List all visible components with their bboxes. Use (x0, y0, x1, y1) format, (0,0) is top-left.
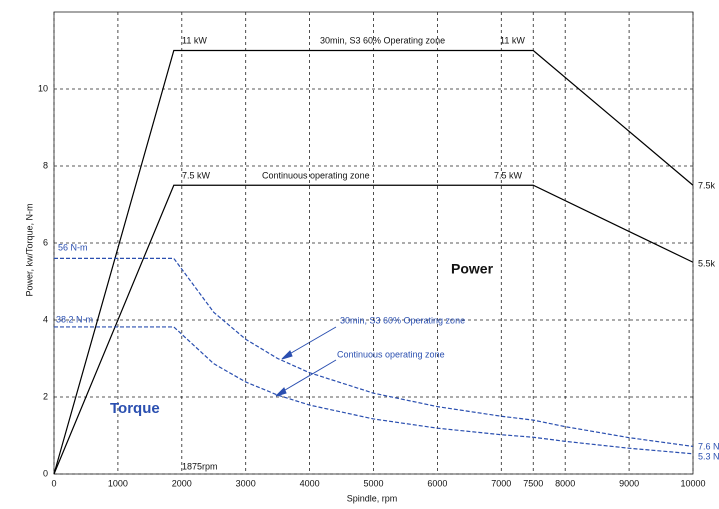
x-tick-label: 5000 (363, 478, 383, 488)
annotation: Power (451, 261, 494, 277)
x-tick-label: 6000 (427, 478, 447, 488)
x-tick-label: 8000 (555, 478, 575, 488)
y-tick-label: 4 (43, 314, 48, 324)
x-tick-label: 4000 (300, 478, 320, 488)
x-axis-label: Spindle, rpm (347, 493, 398, 503)
line (53, 184, 694, 475)
y-tick-label: 0 (43, 468, 48, 478)
x-tick-label: 7500 (523, 478, 543, 488)
annotation: Continuous operating zone (262, 170, 370, 180)
y-tick-label: 6 (43, 237, 48, 247)
annotation: 11 kW (182, 35, 207, 45)
annotation: 56 N-m (58, 242, 88, 252)
annotation: Torque (110, 400, 160, 417)
y-tick-label: 10 (38, 83, 48, 93)
annotation: 11 kW (500, 35, 525, 45)
annotation: 7.5 kW (494, 170, 523, 180)
annotation: 7.5k (698, 180, 716, 190)
annotation: Continuous operating zone (337, 349, 445, 359)
x-tick-label: 0 (51, 478, 56, 488)
arrows (275, 326, 337, 397)
line (54, 326, 694, 455)
x-tick-label: 7000 (491, 478, 511, 488)
annotation: 5.5k (698, 258, 716, 268)
x-tick-label: 1000 (108, 478, 128, 488)
annotation: 30min, S3 60% Operating zone (340, 315, 465, 325)
y-axis-label: Power, kw/Torque, N-m (24, 203, 34, 296)
annotation: 7.6 N-m (698, 441, 719, 451)
annotation: 7.5 kW (182, 170, 211, 180)
annotation: 1875rpm (182, 461, 218, 471)
line (54, 257, 694, 448)
line (53, 49, 694, 475)
annotation: 5.3 N-m (698, 451, 719, 461)
x-tick-label: 9000 (619, 478, 639, 488)
annotation: 30min, S3 60% Operating zone (320, 35, 445, 45)
x-tick-label: 10000 (680, 478, 705, 488)
x-tick-label: 2000 (172, 478, 192, 488)
annotation: 38.2 N-m (56, 314, 93, 324)
x-tick-label: 3000 (236, 478, 256, 488)
y-tick-label: 8 (43, 160, 48, 170)
y-tick-label: 2 (43, 391, 48, 401)
